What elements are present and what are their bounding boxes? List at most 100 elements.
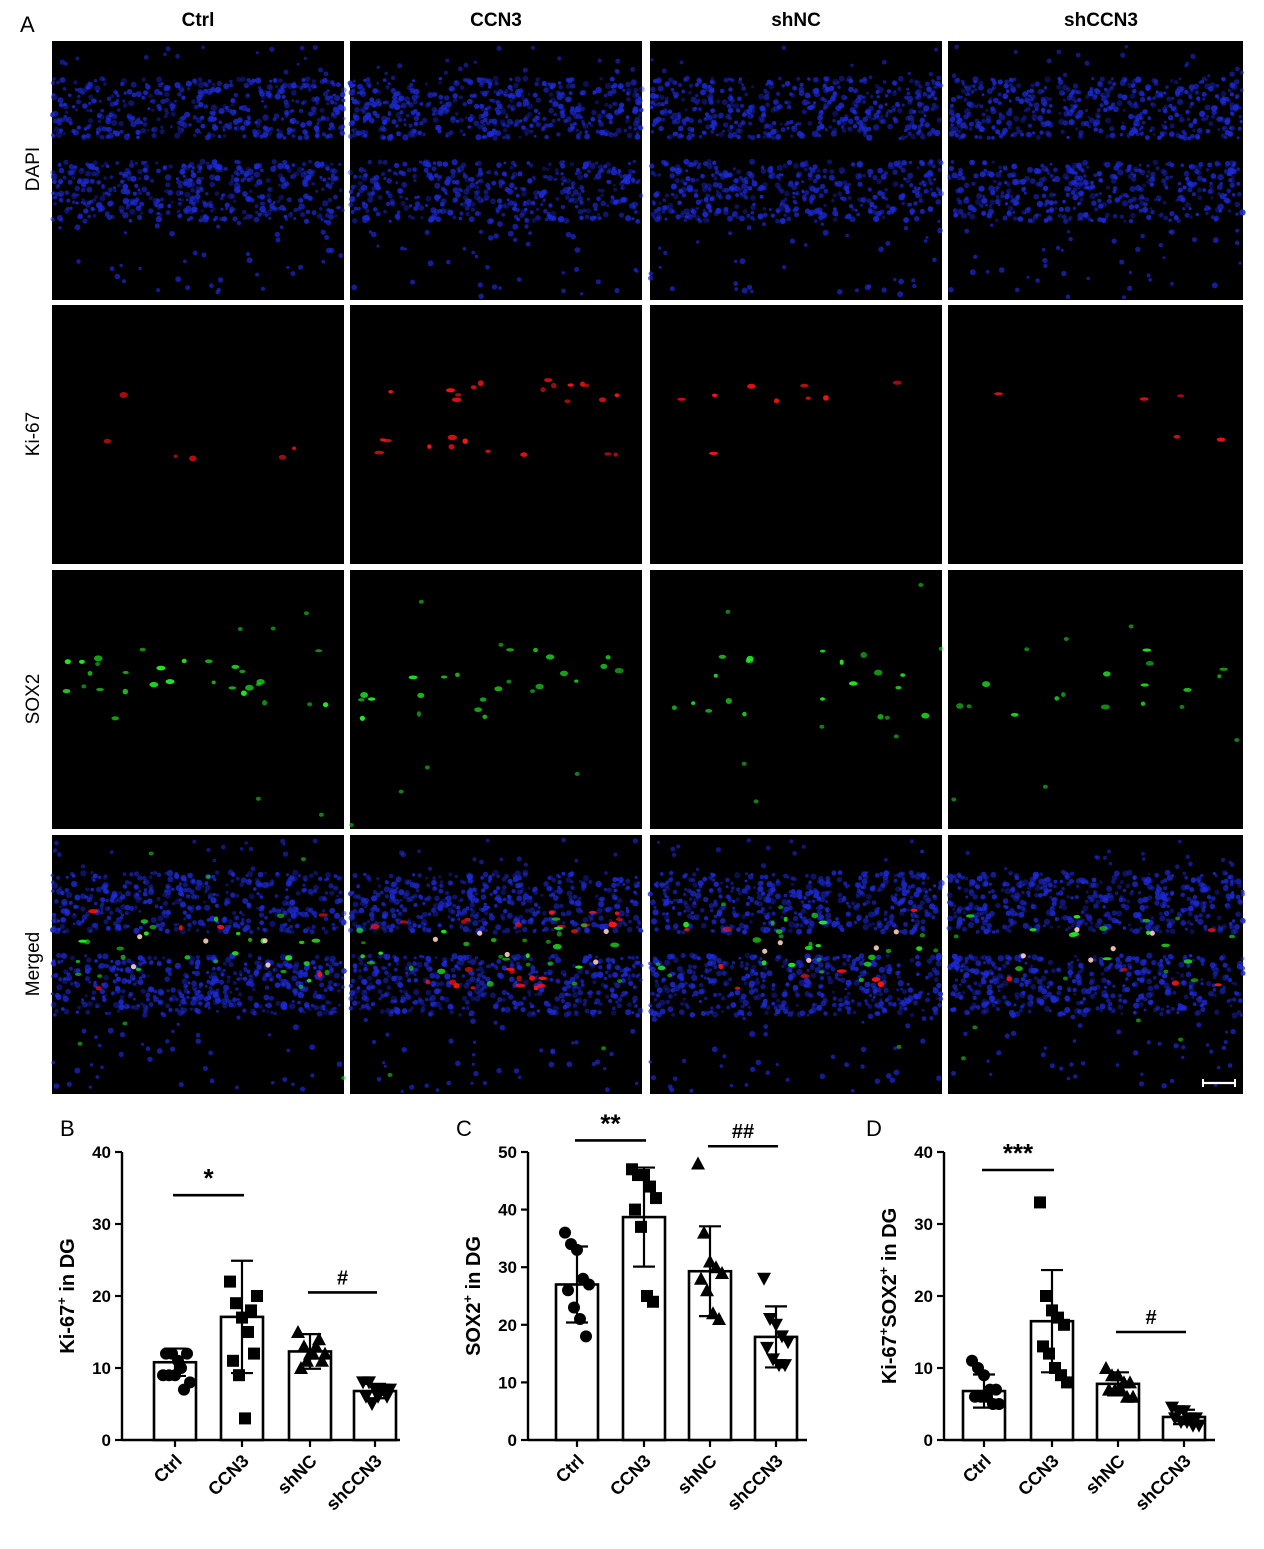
microscopy-svg bbox=[50, 41, 1246, 1094]
x-tick-label: shCCN3 bbox=[723, 1451, 787, 1515]
chart-sox2: 0 10 20 30 40 50 SOX2+ in DG Ctrl CCN3 shNC shCCN3… bbox=[460, 1108, 807, 1515]
chart-ki67: 0 10 20 30 40 Ki-67+ in DG Ctrl CCN3 shNC shCCN3 *… bbox=[54, 1143, 400, 1514]
data-point bbox=[1192, 1419, 1206, 1433]
micrograph-sox2-shccn3 bbox=[948, 570, 1243, 829]
data-point bbox=[239, 1412, 251, 1425]
y-tick-label: 20 bbox=[498, 1316, 517, 1335]
y-tick-label: 30 bbox=[498, 1258, 517, 1277]
data-point bbox=[1099, 1361, 1113, 1374]
data-point bbox=[757, 1272, 771, 1286]
data-point bbox=[647, 1295, 659, 1308]
column-header-shnc: shNC bbox=[771, 10, 821, 31]
y-tick-label: 10 bbox=[914, 1359, 933, 1378]
data-point bbox=[691, 1156, 705, 1170]
column-header-shccn3: shCCN3 bbox=[1064, 10, 1138, 31]
micrograph-sox2-shnc bbox=[650, 570, 944, 829]
data-point bbox=[245, 1304, 257, 1317]
data-point bbox=[297, 1339, 311, 1353]
data-point bbox=[1123, 1375, 1137, 1389]
data-point bbox=[697, 1225, 711, 1239]
data-point bbox=[694, 1271, 708, 1285]
data-point bbox=[251, 1290, 263, 1302]
data-point bbox=[1061, 1376, 1073, 1389]
data-point bbox=[990, 1383, 1002, 1396]
y-tick-label: 40 bbox=[914, 1143, 933, 1162]
micrograph-merged-ccn3 bbox=[347, 835, 644, 1094]
data-point bbox=[318, 1346, 332, 1360]
x-tick-label: shCCN3 bbox=[1131, 1451, 1195, 1515]
x-tick-label: CCN3 bbox=[606, 1451, 655, 1500]
data-point bbox=[1168, 1412, 1182, 1426]
significance-label: # bbox=[337, 1267, 348, 1289]
micrograph-sox2-ctrl bbox=[52, 570, 344, 829]
data-point bbox=[1189, 1412, 1203, 1426]
column-header-ccn3: CCN3 bbox=[470, 10, 522, 31]
x-tick-label: shNC bbox=[1081, 1451, 1128, 1498]
data-point bbox=[1040, 1290, 1052, 1302]
panel-letter-d: D bbox=[866, 1116, 882, 1141]
data-point bbox=[635, 1220, 647, 1233]
y-tick-label: 40 bbox=[498, 1201, 517, 1220]
data-point bbox=[227, 1354, 239, 1367]
y-tick-label: 0 bbox=[508, 1431, 517, 1450]
micrograph-merged-ctrl bbox=[50, 835, 347, 1094]
significance-label: # bbox=[1145, 1307, 1156, 1329]
micrograph-dapi-ctrl bbox=[50, 41, 347, 300]
significance-label: *** bbox=[1003, 1138, 1034, 1168]
x-tick-label: shNC bbox=[673, 1451, 720, 1498]
y-tick-label: 30 bbox=[92, 1215, 111, 1234]
data-point bbox=[562, 1284, 574, 1297]
y-tick-label: 10 bbox=[92, 1359, 111, 1378]
data-point bbox=[1043, 1347, 1055, 1360]
y-tick-label: 20 bbox=[92, 1287, 111, 1306]
x-tick-label: CCN3 bbox=[204, 1451, 253, 1500]
data-point bbox=[559, 1226, 571, 1239]
micrograph-ki67-shnc bbox=[650, 305, 942, 564]
data-point bbox=[1034, 1196, 1046, 1209]
significance-label: ## bbox=[732, 1121, 754, 1143]
micrograph-ki67-ccn3 bbox=[350, 305, 642, 564]
significance-label: * bbox=[203, 1163, 214, 1193]
data-point bbox=[383, 1383, 397, 1397]
y-tick-label: 0 bbox=[102, 1431, 111, 1450]
data-point bbox=[312, 1332, 326, 1346]
data-point bbox=[993, 1398, 1005, 1410]
data-point bbox=[365, 1398, 379, 1411]
data-point bbox=[181, 1347, 193, 1360]
data-point bbox=[294, 1361, 308, 1374]
micrograph-ki67-ctrl bbox=[52, 305, 344, 564]
data-point bbox=[715, 1265, 729, 1279]
micrograph-merged-shccn3 bbox=[946, 835, 1246, 1094]
y-tick-label: 20 bbox=[914, 1287, 933, 1306]
data-point bbox=[315, 1353, 329, 1367]
microscopy-grid bbox=[50, 41, 1246, 1094]
data-point bbox=[778, 1359, 792, 1373]
y-tick-label: 10 bbox=[498, 1373, 517, 1392]
y-tick-label: 50 bbox=[498, 1143, 517, 1162]
data-point bbox=[583, 1278, 595, 1291]
y-tick-label: 40 bbox=[92, 1143, 111, 1162]
micrograph-sox2-ccn3 bbox=[348, 570, 642, 829]
micrograph-dapi-shnc bbox=[648, 41, 945, 300]
data-point bbox=[248, 1347, 260, 1360]
data-point bbox=[568, 1301, 580, 1314]
data-point bbox=[172, 1354, 184, 1367]
data-point bbox=[291, 1325, 305, 1338]
y-tick-label: 30 bbox=[914, 1215, 933, 1234]
y-axis-label: SOX2+ in DG bbox=[460, 1236, 485, 1356]
data-point bbox=[230, 1297, 242, 1310]
data-point bbox=[1058, 1318, 1070, 1331]
micrograph-dapi-ccn3 bbox=[347, 41, 645, 300]
panel-letter-b: B bbox=[60, 1116, 75, 1141]
x-tick-label: CCN3 bbox=[1014, 1451, 1063, 1500]
chart-ki67-sox2: 0 10 20 30 40 Ki-67+SOX2+ in DG Ctrl CCN3 shNC sh… bbox=[876, 1138, 1215, 1515]
data-point bbox=[233, 1369, 245, 1382]
data-point bbox=[580, 1330, 592, 1343]
panel-letter-a: A bbox=[20, 12, 35, 37]
data-point bbox=[781, 1336, 795, 1350]
significance-label: ** bbox=[600, 1108, 621, 1138]
data-point bbox=[1126, 1389, 1140, 1403]
data-point bbox=[184, 1376, 196, 1389]
data-point bbox=[760, 1341, 774, 1355]
micrograph-ki67-shccn3 bbox=[948, 305, 1243, 564]
